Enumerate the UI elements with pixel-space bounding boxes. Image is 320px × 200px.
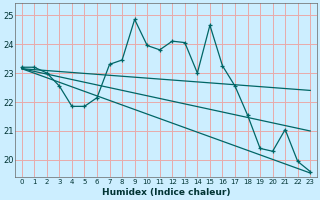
X-axis label: Humidex (Indice chaleur): Humidex (Indice chaleur) <box>102 188 230 197</box>
